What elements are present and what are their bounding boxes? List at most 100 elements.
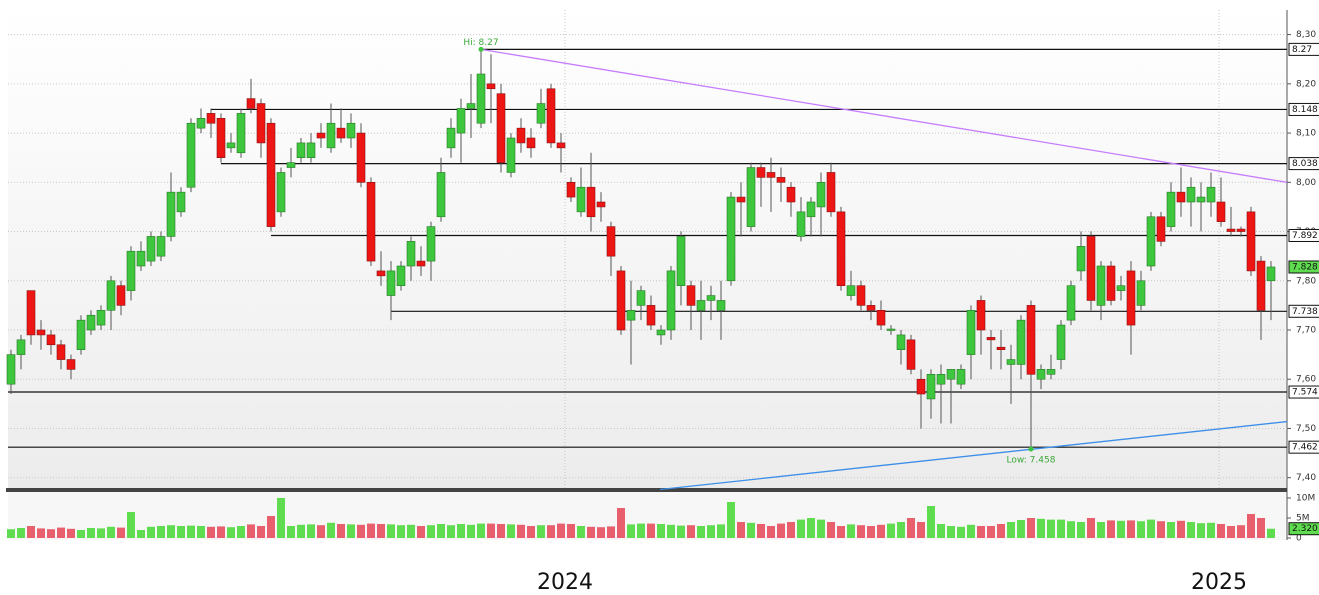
- candle-body: [116, 285, 126, 306]
- volume-bar: [117, 527, 125, 538]
- volume-bar: [17, 528, 25, 538]
- volume-bar: [547, 525, 555, 538]
- volume-bar: [57, 527, 65, 538]
- candle-body: [526, 137, 536, 149]
- volume-bar: [787, 522, 795, 538]
- volume-bar: [1167, 522, 1175, 538]
- candle-body: [106, 280, 116, 311]
- level-label-box: [1288, 440, 1319, 454]
- candle-body: [426, 226, 436, 262]
- volume-bar: [67, 528, 75, 538]
- volume-bar: [927, 506, 935, 538]
- volume-bar: [1047, 519, 1055, 538]
- volume-bar: [1137, 521, 1145, 538]
- volume-bar: [1127, 520, 1135, 538]
- volume-bar: [257, 526, 265, 538]
- candle-body: [736, 196, 746, 203]
- y-tick-label: 7,80: [1296, 276, 1316, 286]
- volume-bar: [977, 526, 985, 538]
- candle-body: [496, 93, 506, 163]
- candle-body: [636, 290, 646, 306]
- volume-bar: [497, 524, 505, 538]
- volume-bar: [967, 524, 975, 538]
- candle-body: [436, 172, 446, 218]
- volume-bar: [827, 522, 835, 538]
- candle-body: [326, 122, 336, 149]
- volume-bar: [807, 518, 815, 538]
- volume-bar: [337, 524, 345, 538]
- candle-body: [176, 191, 186, 213]
- candle-body: [1246, 211, 1256, 272]
- y2-tick-label: 10M: [1296, 494, 1315, 504]
- volume-bar: [877, 524, 885, 538]
- volume-bar: [837, 526, 845, 538]
- y-tick-label: 7,50: [1296, 424, 1316, 434]
- candle-body: [796, 211, 806, 237]
- candle-body: [456, 108, 466, 134]
- volume-bar: [677, 525, 685, 538]
- trendline: [659, 420, 1288, 491]
- volume-bar: [577, 526, 585, 538]
- volume-bar: [167, 525, 175, 538]
- candle-body: [566, 182, 576, 198]
- volume-bar: [147, 526, 155, 538]
- volume-bar: [937, 524, 945, 538]
- candle-body: [716, 300, 726, 311]
- volume-bar: [97, 528, 105, 538]
- candle-body: [146, 236, 156, 262]
- volume-bar: [1257, 518, 1265, 538]
- candle-body: [696, 300, 706, 311]
- candle-body: [516, 127, 526, 144]
- candle-body: [306, 142, 316, 158]
- volume-bar: [1187, 522, 1195, 538]
- volume-bar: [307, 524, 315, 538]
- candle-body: [356, 132, 366, 183]
- candle-body: [646, 305, 656, 326]
- candle-body: [216, 118, 226, 158]
- volume-bar: [1087, 518, 1095, 538]
- y2-tick-label: 0: [1296, 534, 1302, 544]
- volume-bar: [157, 526, 165, 538]
- volume-bar: [607, 526, 615, 538]
- candle-body: [766, 172, 776, 178]
- volume-bar: [1067, 521, 1075, 538]
- y-tick-label: 7,40: [1296, 473, 1316, 483]
- candle-body: [936, 374, 946, 385]
- candle-body: [166, 191, 176, 237]
- volume-bar: [957, 526, 965, 538]
- candle-body: [136, 250, 146, 267]
- candle-body: [1186, 186, 1196, 203]
- annotation-label: Low: 7.458: [1007, 456, 1056, 466]
- volume-bar: [197, 526, 205, 538]
- candle-body: [1226, 228, 1236, 232]
- y2-tick-label: 5M: [1296, 514, 1310, 524]
- volume-bar: [647, 523, 655, 538]
- candle-body: [616, 270, 626, 331]
- volume-bar: [867, 526, 875, 538]
- volume-bar: [367, 523, 375, 538]
- candle-body: [536, 103, 546, 124]
- candle-body: [1196, 196, 1206, 203]
- x-tick-label: 2024: [537, 570, 593, 595]
- candle-body: [786, 186, 796, 203]
- candle-body: [586, 186, 596, 218]
- candle-body: [886, 328, 896, 331]
- volume-bar: [627, 524, 635, 538]
- y-tick-label: 8,30: [1296, 30, 1316, 40]
- volume-bar: [1207, 522, 1215, 538]
- volume-bar: [1097, 522, 1105, 538]
- candle-body: [626, 310, 636, 321]
- candle-body: [1156, 216, 1166, 242]
- candle-body: [1016, 319, 1026, 365]
- candle-body: [196, 118, 206, 129]
- candle-body: [836, 211, 846, 286]
- volume-bar: [277, 498, 285, 538]
- last-price-box: [1288, 260, 1319, 274]
- candle-body: [1236, 228, 1246, 232]
- volume-bar: [1027, 518, 1035, 538]
- candle-body: [316, 132, 326, 139]
- candle-body: [896, 334, 906, 350]
- volume-bar: [637, 523, 645, 538]
- volume-bar: [467, 524, 475, 538]
